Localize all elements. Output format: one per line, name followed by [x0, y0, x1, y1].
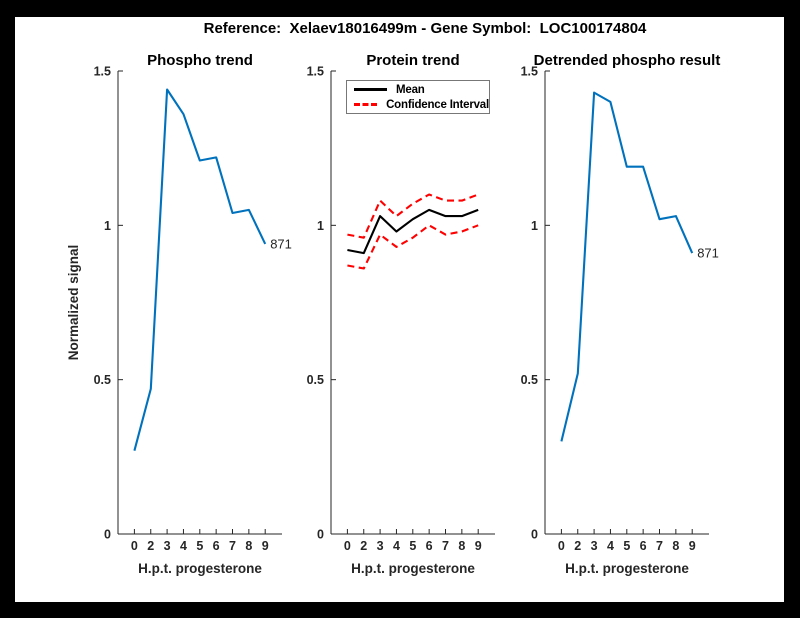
y-tick-label: 1 — [104, 219, 111, 233]
y-tick-label: 0.5 — [94, 373, 111, 387]
x-tick-label: 0 — [131, 539, 138, 553]
y-axis-label: Normalized signal — [66, 245, 81, 361]
x-tick-label: 6 — [640, 539, 647, 553]
x-tick-label: 3 — [164, 539, 171, 553]
x-tick-label: 3 — [377, 539, 384, 553]
x-tick-label: 9 — [689, 539, 696, 553]
confidence-interval-line-swatch — [354, 103, 378, 106]
legend-item-confidence-interval: Confidence Interval — [347, 98, 489, 111]
x-tick-label: 9 — [262, 539, 269, 553]
x-tick-label: 4 — [180, 539, 187, 553]
x-tick-label: 5 — [196, 539, 203, 553]
x-tick-label: 5 — [623, 539, 630, 553]
x-tick-label: 8 — [245, 539, 252, 553]
x-axis-label: H.p.t. progesterone — [138, 561, 262, 576]
x-tick-label: 0 — [558, 539, 565, 553]
x-tick-label: 2 — [360, 539, 367, 553]
y-tick-label: 1 — [531, 219, 538, 233]
matlab-figure: Reference: Xelaev18016499m - Gene Symbol… — [15, 17, 784, 602]
series-line-871 — [133, 88, 267, 451]
subplot-title: Protein trend — [366, 52, 459, 69]
subplot-0: 00.511.50 2 3 4 5 6 7 8 9H.p.t. progesteroneNorm… — [66, 52, 292, 576]
legend-box: Mean Confidence Interval — [346, 80, 490, 114]
legend-item-mean: Mean — [347, 83, 489, 96]
x-tick-label: 4 — [393, 539, 400, 553]
mean-line-swatch — [354, 88, 387, 91]
subplot-title: Phospho trend — [147, 52, 253, 69]
subplot-1: 00.511.50 2 3 4 5 6 7 8 9H.p.t. progesteroneProt… — [307, 52, 495, 576]
x-tick-label: 8 — [672, 539, 679, 553]
y-tick-label: 0.5 — [307, 373, 324, 387]
x-tick-label: 6 — [426, 539, 433, 553]
y-tick-label: 0 — [531, 528, 538, 542]
x-axis-label: H.p.t. progesterone — [565, 561, 689, 576]
x-tick-label: 9 — [475, 539, 482, 553]
series-line-871 — [560, 91, 694, 442]
legend-label-confidence-interval: Confidence Interval — [386, 98, 489, 111]
y-tick-label: 1.5 — [307, 65, 324, 79]
y-tick-label: 0 — [317, 528, 324, 542]
series-end-label: 871 — [270, 236, 292, 251]
x-tick-label: 7 — [656, 539, 663, 553]
x-tick-label: 8 — [458, 539, 465, 553]
y-tick-label: 0.5 — [521, 373, 538, 387]
y-tick-label: 1.5 — [94, 65, 111, 79]
x-tick-label: 4 — [607, 539, 614, 553]
x-tick-label: 6 — [213, 539, 220, 553]
x-axis-label: H.p.t. progesterone — [351, 561, 475, 576]
x-tick-label: 0 — [344, 539, 351, 553]
x-tick-label: 5 — [409, 539, 416, 553]
y-tick-label: 0 — [104, 528, 111, 542]
x-tick-label: 3 — [591, 539, 598, 553]
plots-canvas: 00.511.50 2 3 4 5 6 7 8 9H.p.t. progesteroneNorm… — [66, 52, 721, 576]
y-tick-label: 1.5 — [521, 65, 538, 79]
series-line-confidence-interval-lower — [347, 224, 479, 270]
x-tick-label: 2 — [147, 539, 154, 553]
y-tick-label: 1 — [317, 219, 324, 233]
x-tick-label: 7 — [442, 539, 449, 553]
subplot-2: 00.511.50 2 3 4 5 6 7 8 9H.p.t. progesteroneDetr… — [521, 52, 721, 576]
legend-label-mean: Mean — [396, 83, 425, 96]
subplot-title: Detrended phospho result — [534, 52, 721, 69]
figure-title: Reference: Xelaev18016499m - Gene Symbol… — [203, 20, 647, 37]
x-tick-label: 2 — [574, 539, 581, 553]
x-tick-label: 7 — [229, 539, 236, 553]
series-end-label: 871 — [697, 246, 719, 261]
series-line-mean — [347, 208, 479, 255]
